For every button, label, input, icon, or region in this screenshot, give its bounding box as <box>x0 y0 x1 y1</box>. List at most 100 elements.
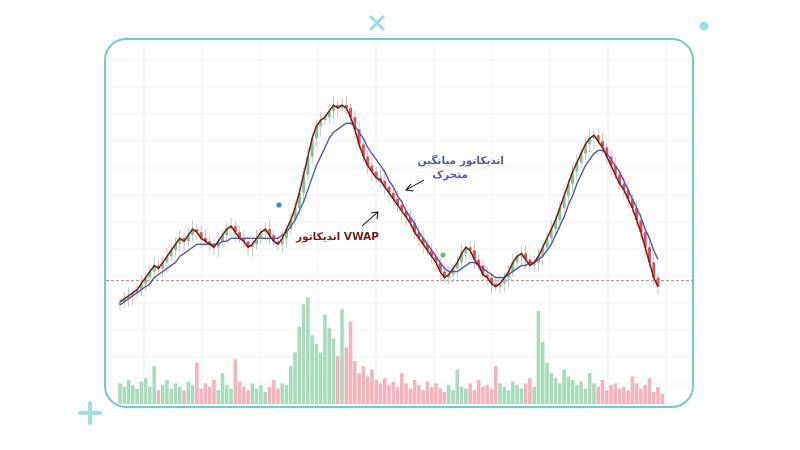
volume-bar <box>335 355 340 404</box>
candle-body <box>280 238 284 245</box>
candle-body <box>605 147 609 157</box>
candle-body <box>285 229 289 239</box>
candle-body <box>489 277 493 284</box>
candle-body <box>464 247 468 254</box>
volume-bar <box>118 383 122 404</box>
candle-body <box>408 217 412 224</box>
volume-bar <box>562 369 566 404</box>
candle-body <box>498 283 502 287</box>
volume-bar <box>651 391 656 404</box>
candle-body <box>174 244 178 251</box>
candle-body <box>357 129 361 145</box>
candle-body <box>182 238 186 242</box>
candlesticks <box>118 96 660 310</box>
volume-bar <box>177 386 182 404</box>
candle-body <box>545 238 549 248</box>
candle-body <box>626 189 630 199</box>
volume-bar <box>297 326 302 404</box>
candle-body <box>400 204 404 211</box>
volume-bar <box>399 373 404 404</box>
candle-body <box>229 226 233 230</box>
volume-bar <box>464 388 468 404</box>
volume-bar <box>634 383 639 404</box>
vwap-arrowhead <box>370 211 379 220</box>
volume-bar <box>600 379 605 404</box>
candle-body <box>558 207 562 221</box>
volume-bar <box>425 381 430 404</box>
candle-body <box>297 192 301 208</box>
candle-body <box>447 274 451 278</box>
candle-body <box>618 174 622 184</box>
volume-bar <box>442 391 447 404</box>
volume-bar <box>365 376 370 404</box>
volume-bar <box>404 383 408 404</box>
candle-body <box>319 120 323 127</box>
candle-body <box>127 295 131 299</box>
volume-bar <box>233 359 238 404</box>
volume-bar <box>135 388 139 404</box>
volume-bar <box>370 369 374 404</box>
candle-body <box>417 232 421 239</box>
volume-bar <box>207 386 212 404</box>
volume-bar <box>583 388 588 404</box>
volume-bar <box>557 383 562 404</box>
candle-body <box>588 138 592 145</box>
volume-bar <box>549 373 554 404</box>
candle-body <box>647 247 651 263</box>
candle-body <box>519 253 523 257</box>
candle-body <box>353 117 357 130</box>
volume-bar <box>374 379 379 404</box>
candle-body <box>293 207 297 221</box>
candle-body <box>643 232 647 248</box>
dot-icon <box>699 21 709 31</box>
volume-bar <box>199 388 203 404</box>
volume-bar <box>647 378 652 404</box>
moving-average-arrow <box>405 179 425 191</box>
volume-bar <box>323 314 327 404</box>
volume-bar <box>630 376 635 404</box>
volume-bar <box>293 352 297 404</box>
volume-bar <box>203 383 208 404</box>
candle-body <box>122 298 126 302</box>
candle-body <box>566 183 570 196</box>
candle-body <box>220 235 224 242</box>
candle-body <box>233 226 237 233</box>
candle-body <box>613 165 617 175</box>
candle-body <box>370 165 374 172</box>
candle-body <box>276 241 280 245</box>
volume-bar <box>493 366 498 404</box>
candle-body <box>349 108 353 118</box>
candle-body <box>396 198 400 205</box>
candle-body <box>600 141 604 148</box>
candle-body <box>383 180 387 187</box>
moving-average-label-line1: اندیکاتور میانگین <box>418 154 504 167</box>
candle-body <box>596 135 600 142</box>
candle-body <box>549 229 553 239</box>
volume-bar <box>553 378 558 404</box>
vwap-line <box>119 103 659 303</box>
candle-body <box>306 156 310 175</box>
candle-body <box>387 186 391 193</box>
volume-bar <box>165 379 169 404</box>
candle-body <box>391 192 395 199</box>
candle-body <box>532 262 536 266</box>
volume-bar <box>511 381 515 404</box>
volume-bar <box>459 386 464 404</box>
candle-body <box>131 292 135 296</box>
volume-bar <box>451 390 455 404</box>
candle-body <box>443 271 447 278</box>
candle-body <box>144 277 148 284</box>
volume-bar <box>314 343 319 404</box>
volume-bar <box>288 366 293 404</box>
volume-bar <box>318 352 323 404</box>
volume-bar <box>545 362 549 404</box>
volume-bar <box>395 386 400 404</box>
candle-body <box>571 171 575 184</box>
moving-average-arrowhead <box>405 183 414 192</box>
candle-body <box>238 232 242 239</box>
volume-bar <box>536 311 541 404</box>
volume-bar <box>417 385 421 404</box>
candle-body <box>609 156 613 166</box>
volume-bar <box>515 385 519 404</box>
candle-body <box>302 174 306 193</box>
